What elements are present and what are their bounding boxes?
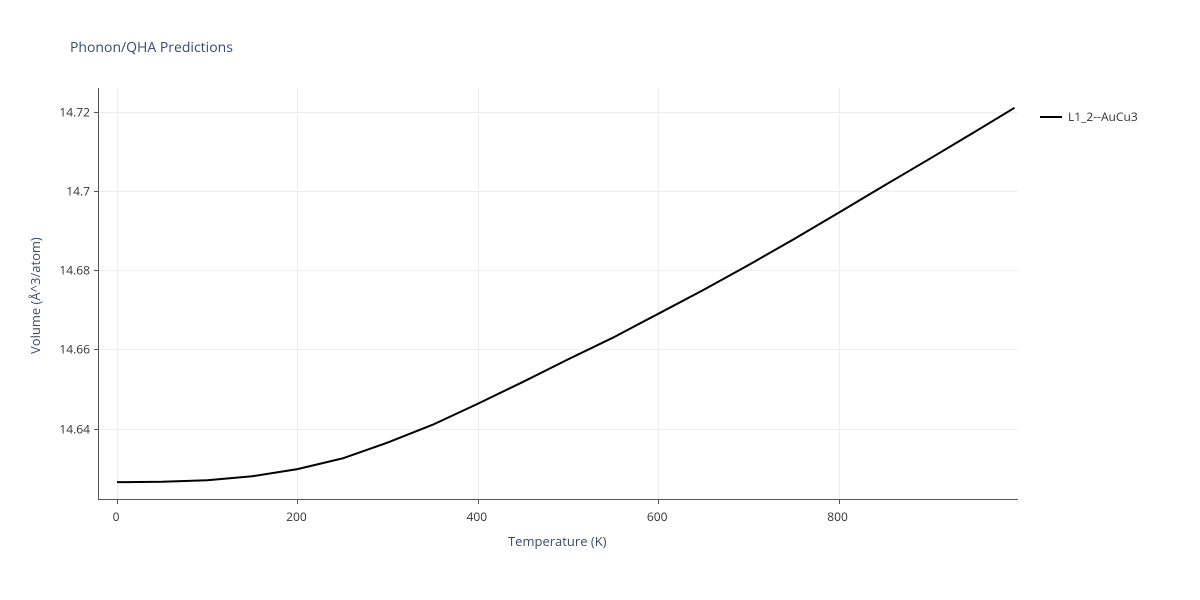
x-tick-label: 400 bbox=[457, 508, 497, 525]
x-tick-label: 800 bbox=[818, 508, 858, 525]
legend: L1_2--AuCu3 bbox=[1040, 108, 1138, 125]
x-axis-label: Temperature (K) bbox=[508, 532, 607, 550]
line-layer bbox=[99, 88, 1019, 500]
y-axis-label: Volume (Å^3/atom) bbox=[26, 237, 44, 354]
plot-area bbox=[98, 88, 1018, 500]
series-line bbox=[117, 108, 1014, 482]
x-tick-label: 600 bbox=[637, 508, 677, 525]
chart-title: Phonon/QHA Predictions bbox=[70, 38, 233, 57]
x-tick-label: 0 bbox=[96, 508, 136, 525]
y-tick-label: 14.72 bbox=[40, 103, 90, 120]
y-tick-label: 14.64 bbox=[40, 420, 90, 437]
legend-swatch bbox=[1040, 116, 1062, 118]
y-tick-label: 14.66 bbox=[40, 341, 90, 358]
y-tick-label: 14.68 bbox=[40, 262, 90, 279]
legend-label: L1_2--AuCu3 bbox=[1068, 108, 1138, 125]
y-tick-label: 14.7 bbox=[40, 183, 90, 200]
x-tick-label: 200 bbox=[276, 508, 316, 525]
